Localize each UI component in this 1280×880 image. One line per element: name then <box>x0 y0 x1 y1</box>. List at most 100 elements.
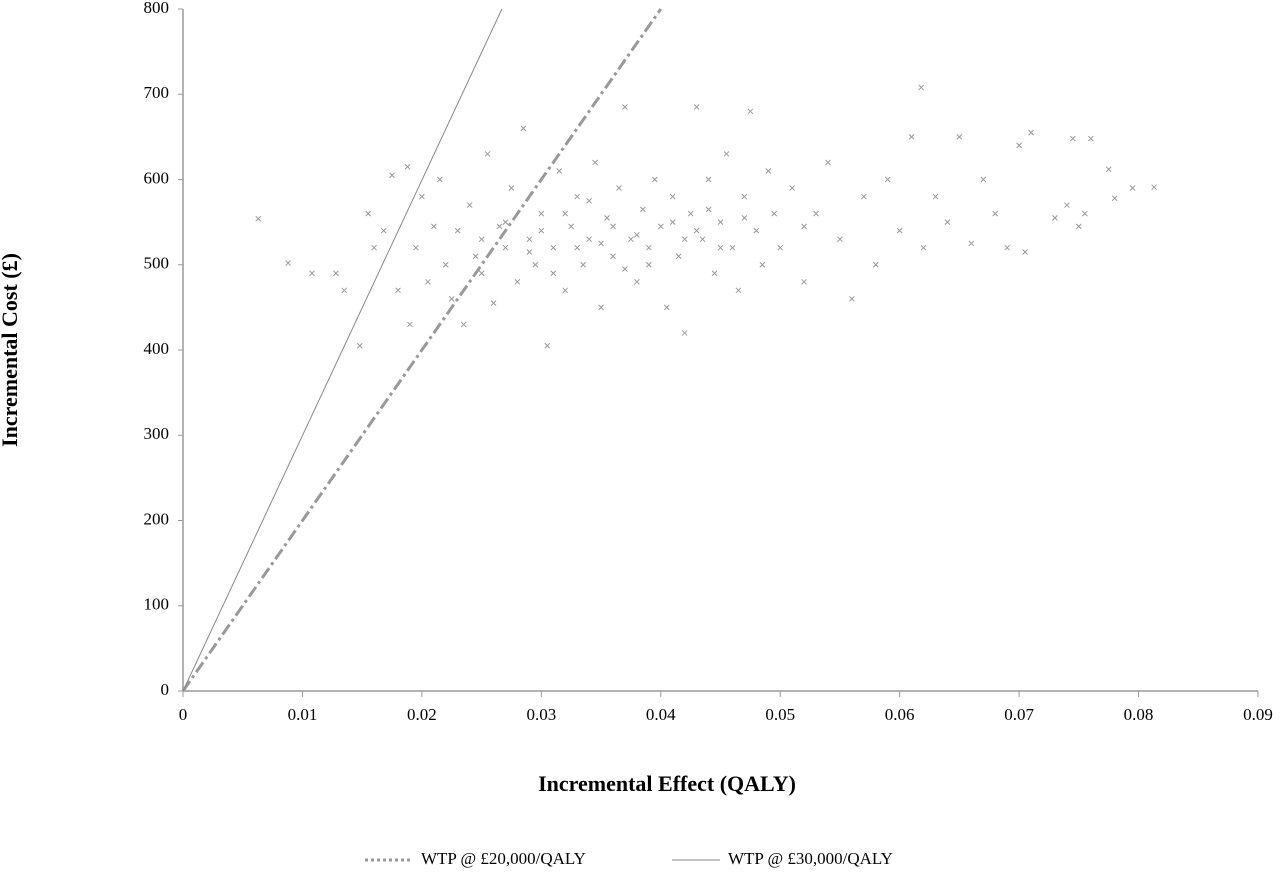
scatter-point <box>610 223 616 230</box>
scatter-point <box>419 193 425 200</box>
scatter-point <box>693 104 700 110</box>
scatter-point <box>526 249 533 255</box>
scatter-point <box>580 261 586 268</box>
y-tick-label: 300 <box>144 424 170 443</box>
scatter-point <box>478 236 485 243</box>
scatter-point <box>705 176 712 183</box>
scatter-point <box>404 163 411 170</box>
scatter-point <box>634 278 640 285</box>
scatter-point <box>436 176 443 183</box>
scatter-point <box>932 193 939 200</box>
scatter-point <box>586 197 592 204</box>
scatter-point <box>574 193 581 200</box>
scatter-point <box>669 193 676 200</box>
scatter-point <box>496 223 503 230</box>
scatter-point <box>526 236 533 243</box>
scatter-point <box>1087 135 1094 142</box>
scatter-point <box>413 244 419 251</box>
scatter-point <box>968 240 975 247</box>
scatter-point <box>651 176 658 183</box>
y-tick-label: 500 <box>144 254 170 273</box>
scatter-point <box>717 244 724 251</box>
scatter-point <box>771 210 778 217</box>
scatter-point <box>1004 244 1011 251</box>
scatter-point <box>395 287 401 294</box>
scatter-point <box>801 223 807 230</box>
scatter-point <box>568 223 575 230</box>
scatter-point <box>759 261 766 268</box>
scatter-point <box>532 261 539 268</box>
scatter-point <box>1105 166 1112 173</box>
scatter-point <box>538 210 545 217</box>
scatter-point <box>448 295 455 302</box>
y-tick-label: 800 <box>144 0 170 17</box>
y-tick-label: 200 <box>144 509 170 528</box>
scatter-point <box>598 304 604 311</box>
x-tick-label: 0.07 <box>1004 705 1034 724</box>
x-tick-label: 0.02 <box>407 705 437 724</box>
scatter-point <box>1151 184 1157 191</box>
scatter-point <box>1075 223 1082 230</box>
scatter-point <box>380 227 387 234</box>
scatter-point <box>801 278 807 285</box>
scatter-point <box>699 236 706 243</box>
wtp-line <box>181 8 663 692</box>
y-axis-label: Incremental Cost (£) <box>0 253 22 447</box>
scatter-point <box>920 244 927 251</box>
scatter-point <box>309 270 315 277</box>
scatter-point <box>663 304 670 311</box>
scatter-point <box>365 210 371 217</box>
scatter-point <box>717 219 724 225</box>
scatter-point <box>681 236 688 243</box>
scatter-point <box>508 185 515 191</box>
scatter-point <box>741 215 748 221</box>
scatter-point <box>460 321 467 328</box>
x-tick-label: 0.05 <box>765 705 795 724</box>
scatter-point <box>825 159 831 166</box>
scatter-point <box>1016 142 1022 149</box>
scatter-point <box>574 244 581 251</box>
scatter-point <box>789 185 796 191</box>
scatter-point <box>741 193 748 200</box>
scatter-point <box>333 270 339 277</box>
scatter-point <box>681 330 688 336</box>
scatter-point <box>562 210 569 217</box>
scatter-point <box>285 260 291 266</box>
scatter-point <box>556 168 563 174</box>
y-tick-label: 400 <box>144 339 170 358</box>
x-tick-label: 0.01 <box>288 705 318 724</box>
x-tick-label: 0.09 <box>1243 705 1273 724</box>
y-tick-label: 100 <box>144 595 170 614</box>
scatter-point <box>711 270 718 277</box>
scatter-point <box>356 342 363 349</box>
y-tick-label: 700 <box>144 83 170 102</box>
x-tick-label: 0 <box>179 705 188 724</box>
scatter-point <box>777 244 784 251</box>
legend-label: WTP @ £20,000/QALY <box>421 849 586 868</box>
scatter-point <box>544 342 551 349</box>
scatter-point <box>645 244 652 251</box>
scatter-point <box>837 236 843 243</box>
scatter-point <box>1028 129 1034 136</box>
scatter-point <box>550 244 557 251</box>
scatter-point <box>562 287 569 294</box>
scatter-point <box>860 193 867 200</box>
x-tick-label: 0.06 <box>885 705 915 724</box>
scatter-point <box>538 227 545 234</box>
scatter-point <box>872 261 879 268</box>
scatter-point <box>622 266 628 272</box>
scatter-point <box>484 151 491 157</box>
scatter-point <box>705 206 712 213</box>
scatter-point <box>634 232 640 238</box>
scatter-point <box>896 227 903 234</box>
scatter-point <box>255 215 262 222</box>
legend-label: WTP @ £30,000/QALY <box>728 849 893 868</box>
scatter-point <box>849 295 855 302</box>
x-axis-label: Incremental Effect (QALY) <box>538 771 796 796</box>
scatter-point <box>389 172 395 179</box>
scatter-point <box>592 159 598 166</box>
scatter-point <box>723 151 730 157</box>
scatter-point <box>1022 249 1028 255</box>
scatter-point <box>1070 135 1076 142</box>
